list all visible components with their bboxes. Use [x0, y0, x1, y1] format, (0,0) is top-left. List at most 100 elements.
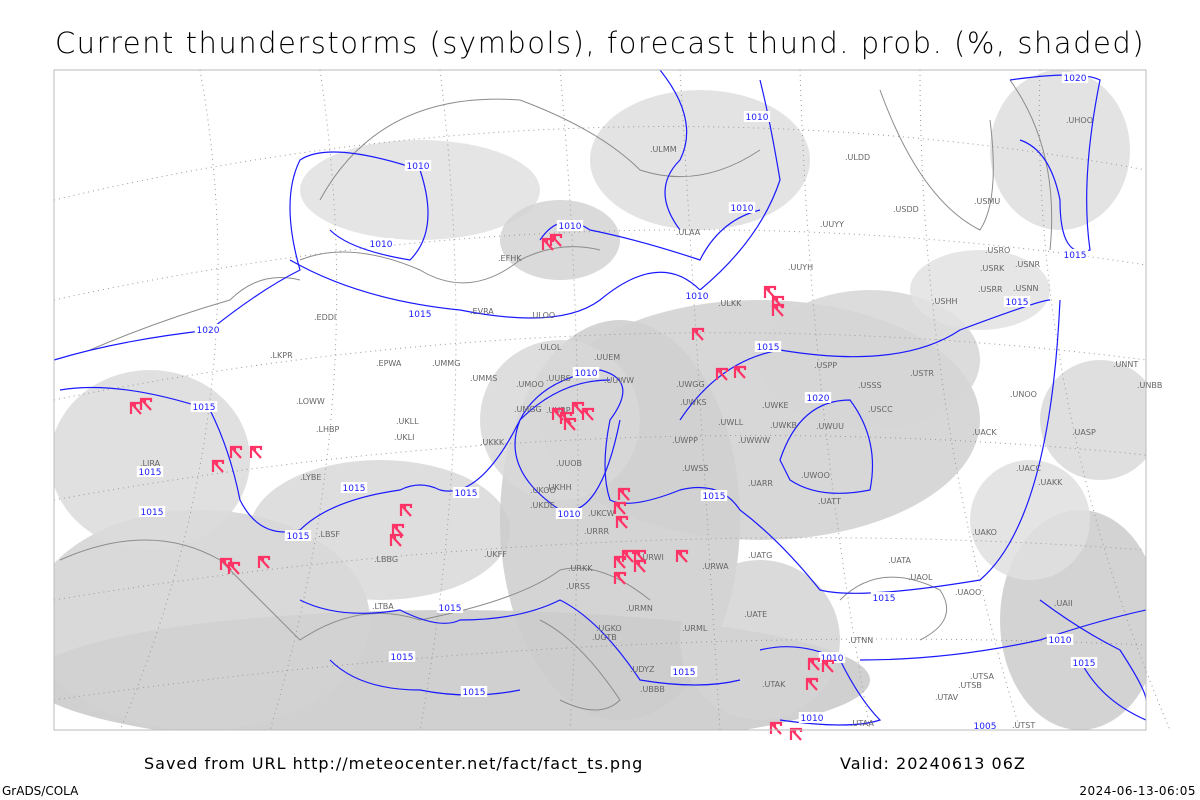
- station-label: .EPWA: [376, 359, 402, 368]
- probability-area: [500, 200, 620, 280]
- isobar-label: 1015: [455, 489, 478, 499]
- station-label: .UMGG: [514, 405, 542, 414]
- coastline: [319, 98, 761, 201]
- isobar-label: 1010: [559, 222, 582, 232]
- thunderstorm-symbol-icon: [581, 407, 595, 421]
- thunderstorm-symbol-icon: [633, 559, 647, 573]
- thunderstorm-symbol-icon: [227, 561, 241, 575]
- isobar-label: 1010: [370, 240, 393, 250]
- station-label: .UACC: [1016, 464, 1041, 473]
- station-label: .UTAV: [935, 693, 959, 702]
- isobar-line: [289, 79, 781, 319]
- station-label: .LHBP: [316, 425, 340, 434]
- isobar-label: 1015: [409, 310, 432, 320]
- meridian: [269, 69, 338, 731]
- map-frame: [53, 69, 1147, 731]
- station-label: .ULDD: [845, 153, 870, 162]
- isobar-label-bg: [1061, 72, 1089, 83]
- station-label: .USNR: [1015, 260, 1040, 269]
- station-label: .URML: [682, 624, 708, 633]
- station-label: .UATA: [888, 556, 912, 565]
- thunderstorm-symbol-icon: [807, 657, 821, 671]
- isobar-label: 1010: [575, 369, 598, 379]
- station-label: .USSS: [858, 381, 882, 390]
- station-label: .UUBP: [546, 406, 571, 415]
- thunderstorm-symbol-icon: [771, 303, 785, 317]
- coastline: [1009, 79, 1053, 251]
- thunderstorm-symbol-icon: [229, 445, 243, 459]
- isobar-label-bg: [190, 401, 218, 412]
- generation-timestamp: 2024-06-13-06:05: [1079, 784, 1196, 798]
- station-label: .UNOO: [1010, 390, 1037, 399]
- thunderstorm-symbol-icon: [621, 549, 635, 563]
- isobar-label-bg: [971, 720, 999, 731]
- isobar-label-bg: [670, 666, 698, 677]
- thunderstorm-symbol-icon: [399, 503, 413, 517]
- station-label: .UUEM: [594, 353, 620, 362]
- isobar-label-bg: [1046, 634, 1074, 645]
- isobar-label-bg: [870, 592, 898, 603]
- station-label: .UKKK: [480, 438, 505, 447]
- thunderstorm-symbol-icon: [563, 417, 577, 431]
- station-label: .UACK: [972, 428, 997, 437]
- isobar-line: [779, 399, 874, 494]
- station-label: .LKPR: [270, 351, 293, 360]
- station-label: .USDD: [893, 205, 919, 214]
- thunderstorm-symbol-icon: [789, 727, 803, 741]
- station-label: .UMMS: [470, 374, 497, 383]
- station-label: .UAOL: [908, 573, 933, 582]
- isobar-label: 1015: [463, 688, 486, 698]
- station-label: .UNBB: [1137, 381, 1162, 390]
- station-label: .UDYZ: [630, 665, 655, 674]
- station-label: .USRK: [980, 264, 1005, 273]
- station-label: .UTSB: [958, 681, 982, 690]
- station-label: .UASP: [1072, 428, 1096, 437]
- station-label: .URKK: [568, 564, 593, 573]
- station-label: .UARR: [748, 479, 773, 488]
- station-label: .USTR: [910, 369, 934, 378]
- station-label: .UUYY: [820, 220, 844, 229]
- station-label: .ULAA: [676, 228, 701, 237]
- station-label: .UTST: [1012, 721, 1035, 730]
- isobar-label: 1015: [343, 484, 366, 494]
- station-label: .UKHH: [546, 483, 572, 492]
- station-label: .EFHK: [498, 254, 522, 263]
- station-label: .UAII: [1054, 599, 1073, 608]
- isobar-label-bg: [728, 202, 756, 213]
- station-label: .ULOO: [530, 311, 555, 320]
- thunderstorm-symbol-icon: [675, 549, 689, 563]
- map-title: Current thunderstorms (symbols), forecas…: [54, 26, 1146, 60]
- station-label: .ULKK: [718, 299, 742, 308]
- station-label: .UATT: [818, 497, 841, 506]
- isobar-line: [439, 299, 1061, 594]
- station-label: .LBBG: [374, 555, 398, 564]
- isobar-label-bg: [136, 466, 164, 477]
- station-label: .URWA: [702, 562, 729, 571]
- probability-area: [300, 140, 540, 240]
- software-credit: GrADS/COLA: [2, 784, 79, 798]
- isobar-label: 1020: [807, 394, 830, 404]
- station-label: .UWPP: [672, 436, 698, 445]
- station-label: .UWGG: [676, 380, 705, 389]
- station-label: .UWWW: [738, 436, 770, 445]
- isobar-label: 1015: [1006, 298, 1029, 308]
- station-label: .UWOO: [801, 471, 830, 480]
- isobar-label-bg: [460, 686, 488, 697]
- station-label: .UHOO: [1066, 116, 1093, 125]
- isobar-label: 1015: [673, 668, 696, 678]
- meridian: [419, 69, 457, 731]
- station-label: .UUWW: [604, 376, 634, 385]
- station-label: .EVRA: [470, 307, 494, 316]
- station-label: .UAKK: [1038, 478, 1063, 487]
- isobar-label-bg: [406, 308, 434, 319]
- isobar-label: 1015: [1064, 251, 1087, 261]
- isobar-label: 1015: [873, 594, 896, 604]
- station-label: .UATG: [748, 551, 772, 560]
- meridian: [559, 69, 579, 731]
- station-label: .USNN: [1013, 284, 1038, 293]
- isobar-label: 1020: [197, 326, 220, 336]
- station-labels: .ULMM .ULOO .ULOL .UUEM .UUWW .UUBS.UMOO .UMGG…: [140, 116, 1162, 730]
- thunderstorm-symbol-icon: [613, 571, 627, 585]
- thunderstorm-symbol-icon: [805, 677, 819, 691]
